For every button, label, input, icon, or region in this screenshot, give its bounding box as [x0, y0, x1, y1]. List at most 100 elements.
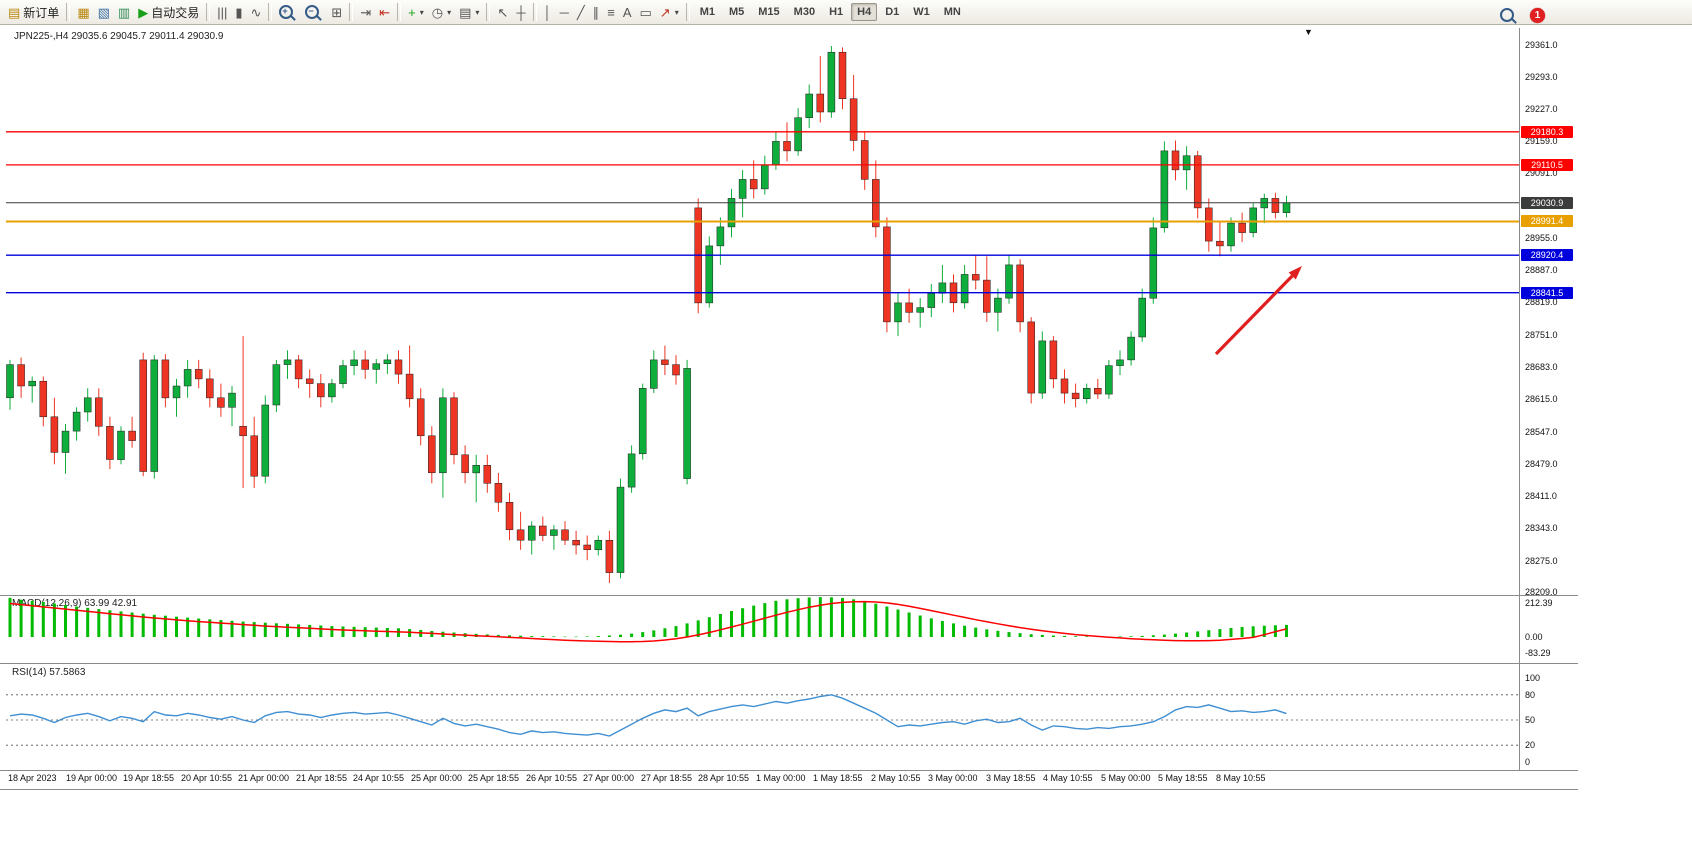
- market-watch-icon: ▦: [77, 4, 90, 20]
- ohlc-bars-icon: |||: [217, 4, 228, 20]
- price-tick: 28751.0: [1525, 330, 1558, 340]
- horizontal-line-button[interactable]: ─: [556, 0, 573, 24]
- time-tick: 3 May 00:00: [928, 773, 978, 783]
- horizontal-line-icon: ─: [559, 4, 569, 20]
- rsi-line: [9, 694, 1287, 737]
- cursor-button[interactable]: ↖: [493, 0, 512, 24]
- macd-panel[interactable]: [6, 596, 1519, 663]
- vertical-line-button[interactable]: │: [540, 0, 556, 24]
- price-line-badge: 28841.5: [1521, 287, 1573, 299]
- arrows-dropdown-icon: ▾: [674, 7, 679, 17]
- rsi-tick: 0: [1525, 757, 1531, 767]
- timeframe-d1-button[interactable]: D1: [885, 6, 900, 18]
- chart-shift-marker-icon[interactable]: ▼: [1304, 27, 1313, 37]
- axis-separator: [1519, 28, 1520, 770]
- search-icon: [1500, 7, 1514, 22]
- panel-separator: [0, 789, 1578, 790]
- price-tick: 29227.0: [1525, 104, 1558, 114]
- crosshair-button[interactable]: ┼: [512, 0, 529, 24]
- timeframe-m5-button[interactable]: M5: [728, 6, 745, 18]
- templates-dropdown-icon: ▾: [475, 7, 480, 17]
- price-chart[interactable]: [6, 28, 1519, 596]
- panel-separator: [0, 770, 1578, 771]
- chart-symbol-ohlc-label: JPN225-,H4 29035.6 29045.7 29011.4 29030…: [14, 31, 224, 42]
- zoom-in-icon: +: [279, 4, 294, 19]
- text-button[interactable]: A: [619, 0, 636, 24]
- macd-tick: 212.39: [1525, 598, 1553, 608]
- price-tick: 28209.0: [1525, 587, 1558, 597]
- templates-icon: ▤: [459, 4, 472, 20]
- timeframe-m30-button[interactable]: M30: [793, 6, 816, 18]
- time-tick: 27 Apr 00:00: [583, 773, 635, 783]
- time-tick: 21 Apr 18:55: [296, 773, 348, 783]
- templates-button[interactable]: ▤ ▾: [455, 0, 483, 24]
- trend-arrow[interactable]: [1214, 266, 1302, 356]
- toolbar-groups: ▤ 新订单 ▦ ▧ ▥ ▶ 自动交易 ||| ▮ ∿ + − ⊞ ⇥ ⇤ + ▾ ◷ ▾ ▤ ▾ ↖ ┼ │ ─ ╱ ∥ ≡ A ▭ ↗ ▾ M…: [4, 0, 968, 25]
- toolbar-separator: [349, 3, 354, 21]
- indicators-icon: +: [408, 4, 416, 20]
- text-icon: A: [622, 4, 632, 20]
- indicators-button[interactable]: + ▾: [404, 0, 428, 24]
- zoom-out-button[interactable]: −: [301, 0, 327, 24]
- time-tick: 26 Apr 10:55: [526, 773, 578, 783]
- price-tick: 28343.0: [1525, 523, 1558, 533]
- periods-dropdown-icon: ▾: [447, 7, 452, 17]
- time-axis[interactable]: 18 Apr 2023 19 Apr 00:00 19 Apr 18:55 20 Ap…: [8, 771, 1528, 790]
- time-tick: 4 May 10:55: [1043, 773, 1093, 783]
- price-tick: 28819.0: [1525, 297, 1558, 307]
- price-tick: 29159.0: [1525, 136, 1558, 146]
- toolbar-separator: [268, 3, 273, 21]
- zoom-in-button[interactable]: +: [275, 0, 301, 24]
- market-watch-button[interactable]: ▦: [73, 0, 93, 24]
- price-axis[interactable]: 29361.029293.029227.029159.029091.029023…: [1520, 28, 1590, 770]
- notification-badge[interactable]: 1: [1530, 7, 1545, 23]
- terminal-button[interactable]: ▥: [114, 0, 134, 24]
- fibonacci-retracement-button[interactable]: ≡: [603, 0, 619, 24]
- rsi-label: RSI(14) 57.5863: [12, 667, 86, 678]
- toolbar-separator: [397, 3, 402, 21]
- chart-shift-icon: ⇤: [379, 4, 391, 20]
- toolbar-separator: [532, 3, 537, 21]
- line-chart-button[interactable]: ∿: [247, 0, 266, 24]
- candlestick-chart-button[interactable]: ▮: [231, 0, 246, 24]
- price-line-badge: 29180.3: [1521, 126, 1573, 138]
- equidistant-channel-button[interactable]: ∥: [589, 0, 604, 24]
- timeframe-m1-button[interactable]: M1: [699, 6, 715, 18]
- arrows-icon: ↗: [659, 4, 671, 20]
- rsi-tick: 80: [1525, 690, 1536, 700]
- time-tick: 1 May 18:55: [813, 773, 863, 783]
- arrows-button[interactable]: ↗ ▾: [656, 0, 683, 24]
- price-tick: 28615.0: [1525, 394, 1558, 404]
- time-tick: 28 Apr 10:55: [698, 773, 750, 783]
- time-tick: 2 May 10:55: [871, 773, 921, 783]
- rsi-panel[interactable]: [6, 664, 1519, 770]
- toolbar-separator: [66, 3, 71, 21]
- trendline-button[interactable]: ╱: [573, 0, 589, 24]
- timeframe-h1-button[interactable]: H1: [829, 6, 844, 18]
- price-tick: 28955.0: [1525, 233, 1558, 243]
- timeframe-h4-button[interactable]: H4: [851, 3, 878, 21]
- horizontal-price-lines[interactable]: [6, 131, 1519, 294]
- new-order-button[interactable]: ▤ 新订单: [4, 0, 63, 24]
- tile-windows-button[interactable]: ⊞: [327, 0, 346, 24]
- timeframe-w1-button[interactable]: W1: [913, 6, 930, 18]
- ohlc-bars-button[interactable]: |||: [213, 0, 231, 24]
- autotrading-button[interactable]: ▶ 自动交易: [134, 0, 203, 24]
- time-tick: 5 May 00:00: [1101, 773, 1151, 783]
- timeframe-m15-button[interactable]: M15: [758, 6, 780, 18]
- timeframe-mn-button[interactable]: MN: [943, 6, 961, 18]
- search-button[interactable]: [1496, 3, 1522, 27]
- chart-shift-button[interactable]: ⇤: [375, 0, 394, 24]
- fibonacci-retracement-icon: ≡: [607, 4, 615, 20]
- auto-scroll-button[interactable]: ⇥: [356, 0, 375, 24]
- tile-windows-icon: ⊞: [331, 4, 343, 20]
- equidistant-channel-icon: ∥: [592, 4, 600, 20]
- price-tick: 29293.0: [1525, 72, 1558, 82]
- periods-button[interactable]: ◷ ▾: [428, 0, 455, 24]
- text-label-button[interactable]: ▭: [635, 0, 655, 24]
- navigator-icon: ▧: [97, 4, 110, 20]
- candlestick-chart-icon: ▮: [235, 4, 243, 20]
- toolbar-separator: [206, 3, 211, 21]
- navigator-button[interactable]: ▧: [94, 0, 114, 24]
